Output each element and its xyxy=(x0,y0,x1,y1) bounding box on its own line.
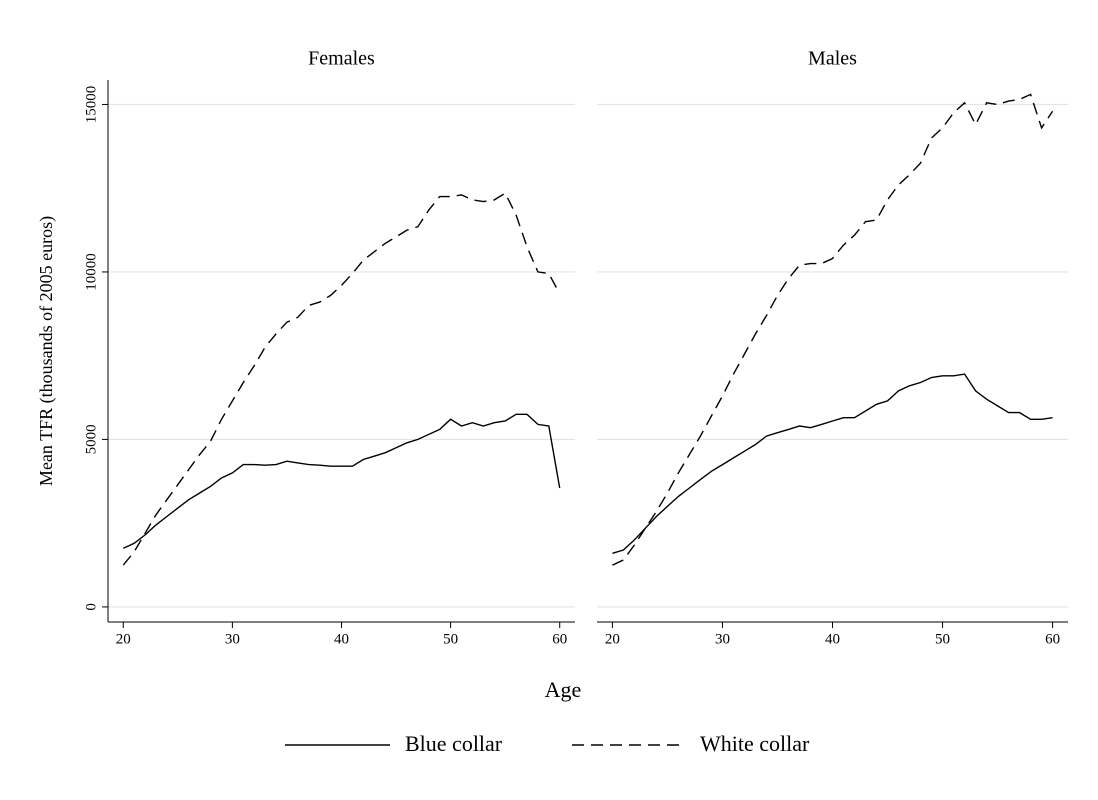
series-line xyxy=(123,413,561,549)
x-tick-label: 40 xyxy=(825,631,840,647)
x-tick-label: 60 xyxy=(552,631,567,647)
y-tick-label: 10000 xyxy=(83,253,99,291)
series-line xyxy=(612,373,1053,554)
series-line xyxy=(122,192,561,566)
x-axis-label: Age xyxy=(545,677,582,702)
y-tick-label: 15000 xyxy=(83,86,99,124)
x-tick-label: 50 xyxy=(935,631,950,647)
x-tick-label: 60 xyxy=(1045,631,1060,647)
x-tick-label: 20 xyxy=(116,631,131,647)
y-tick-label: 0 xyxy=(83,603,99,611)
y-tick-label: 5000 xyxy=(83,424,99,454)
series-line xyxy=(612,93,1054,566)
panel-title: Males xyxy=(808,48,857,70)
y-axis-label: Mean TFR (thousands of 2005 euros) xyxy=(36,216,57,486)
legend-label: Blue collar xyxy=(405,731,503,756)
x-tick-label: 50 xyxy=(443,631,458,647)
x-tick-label: 30 xyxy=(225,631,240,647)
x-tick-label: 20 xyxy=(605,631,620,647)
x-tick-label: 40 xyxy=(334,631,349,647)
x-tick-label: 30 xyxy=(715,631,730,647)
legend-label: White collar xyxy=(700,731,810,756)
panel-title: Females xyxy=(308,48,375,70)
